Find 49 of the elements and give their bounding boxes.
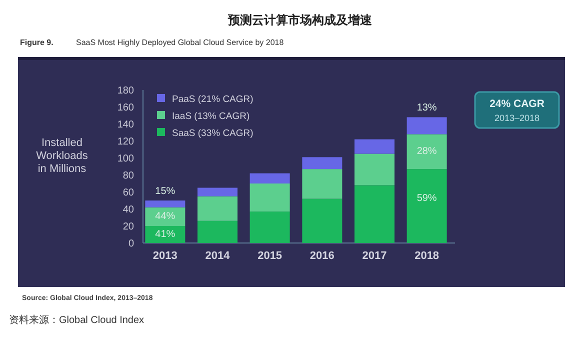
y-tick-label: 180 xyxy=(117,86,134,96)
x-tick-label: 2014 xyxy=(205,250,231,262)
y-tick-label: 80 xyxy=(122,170,134,182)
bar xyxy=(302,157,342,170)
bar xyxy=(406,117,447,134)
y-tick-label: 0 xyxy=(128,238,134,250)
bar xyxy=(250,184,290,212)
annotation: 44% xyxy=(155,211,176,222)
bar xyxy=(198,188,238,196)
bar xyxy=(354,139,394,154)
chart-title: 预测云计算市场构成及增速 xyxy=(227,13,373,27)
x-tick-label: 2013 xyxy=(152,250,178,262)
x-tick-label: 2018 xyxy=(414,250,440,262)
bar xyxy=(145,200,186,208)
legend-label: IaaS (13% CAGR) xyxy=(172,111,250,122)
bar xyxy=(198,220,238,243)
x-tick-label: 2016 xyxy=(310,250,334,262)
bar xyxy=(250,212,290,243)
bar xyxy=(354,154,394,186)
annotation: 59% xyxy=(416,193,437,204)
bar xyxy=(354,185,394,243)
x-tick-label: 2015 xyxy=(258,250,282,262)
bar xyxy=(198,196,238,221)
bar xyxy=(145,226,186,243)
annotation: 15% xyxy=(155,186,176,197)
legend-label: SaaS (33% CAGR) xyxy=(172,128,254,139)
y-tick-label: 160 xyxy=(117,102,134,114)
annotation: 13% xyxy=(416,102,437,114)
bar xyxy=(406,134,447,170)
y-axis-title: Installed Workloads in Millions xyxy=(36,137,88,175)
bar xyxy=(302,169,342,199)
y-tick-label: 100 xyxy=(117,154,134,164)
text: 2013–2018 xyxy=(494,113,540,123)
annotation: 28% xyxy=(416,146,437,158)
y-tick-label: 140 xyxy=(117,120,134,130)
text: 24% CAGR xyxy=(490,98,545,110)
legend-label: PaaS (21% CAGR) xyxy=(172,94,254,105)
caption: Figure 9. xyxy=(20,38,54,47)
y-tick-label: 60 xyxy=(122,188,134,198)
bar xyxy=(250,173,290,184)
y-tick-label: 20 xyxy=(122,222,134,232)
x-tick-label: 2017 xyxy=(362,250,387,262)
chart-subtitle: SaaS Most Highly Deployed Global Cloud Service by 2018 xyxy=(76,38,284,47)
bar xyxy=(406,169,447,243)
annotation: 41% xyxy=(155,229,176,240)
text: 资料来源：Global Cloud Index xyxy=(9,314,144,326)
y-tick-label: 40 xyxy=(122,204,134,216)
y-tick-label: 120 xyxy=(117,136,134,148)
bar xyxy=(302,198,342,243)
